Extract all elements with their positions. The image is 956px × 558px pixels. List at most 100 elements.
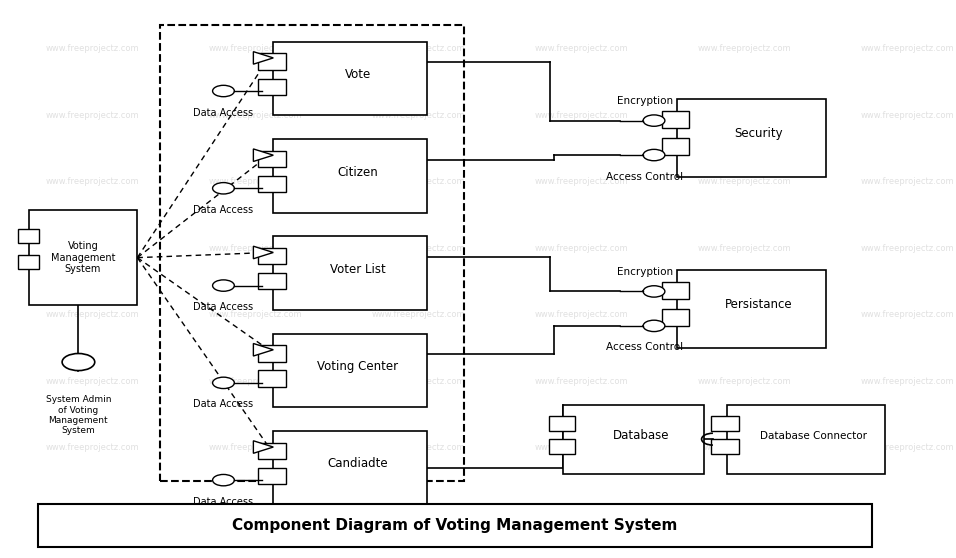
Polygon shape [253,246,273,259]
Text: Security: Security [734,127,783,141]
Text: Encryption: Encryption [617,267,673,277]
Text: www.freeprojectz.com: www.freeprojectz.com [534,377,628,386]
Text: Voter List: Voter List [330,263,386,276]
Bar [258,54,286,70]
Text: www.freeprojectz.com: www.freeprojectz.com [861,377,955,386]
Text: System Admin
of Voting
Management
System: System Admin of Voting Management System [46,395,111,435]
Bar [550,439,575,454]
Bar [662,138,688,155]
Text: Database Connector: Database Connector [760,431,867,441]
Text: www.freeprojectz.com: www.freeprojectz.com [208,310,302,319]
Bar [258,273,286,289]
Circle shape [643,115,664,126]
Circle shape [62,354,95,371]
Bar [677,99,826,177]
Text: www.freeprojectz.com: www.freeprojectz.com [372,244,466,253]
Text: Database: Database [613,429,669,442]
Text: www.freeprojectz.com: www.freeprojectz.com [534,244,628,253]
Bar [550,416,575,431]
Circle shape [212,280,234,291]
Text: www.freeprojectz.com: www.freeprojectz.com [698,111,792,120]
Text: www.freeprojectz.com: www.freeprojectz.com [861,111,955,120]
Bar [727,405,885,474]
Text: www.freeprojectz.com: www.freeprojectz.com [208,177,302,186]
Bar [160,25,464,480]
Bar [662,111,688,128]
Circle shape [212,377,234,388]
Bar [29,210,138,305]
Text: www.freeprojectz.com: www.freeprojectz.com [45,244,139,253]
Text: www.freeprojectz.com: www.freeprojectz.com [372,177,466,186]
Bar [273,334,427,407]
Text: www.freeprojectz.com: www.freeprojectz.com [861,310,955,319]
Text: www.freeprojectz.com: www.freeprojectz.com [45,177,139,186]
Text: Data Access: Data Access [193,302,253,312]
Bar [258,345,286,362]
Text: www.freeprojectz.com: www.freeprojectz.com [45,443,139,452]
Circle shape [212,182,234,194]
Text: Data Access: Data Access [193,400,253,410]
Text: Candiadte: Candiadte [328,458,388,470]
Text: www.freeprojectz.com: www.freeprojectz.com [698,310,792,319]
Bar [258,468,286,484]
Text: Data Access: Data Access [193,497,253,507]
Polygon shape [253,441,273,453]
Text: www.freeprojectz.com: www.freeprojectz.com [208,44,302,54]
Bar [258,176,286,192]
Bar [258,151,286,167]
Text: www.freeprojectz.com: www.freeprojectz.com [45,111,139,120]
Text: www.freeprojectz.com: www.freeprojectz.com [534,310,628,319]
Bar [273,236,427,310]
Text: Voting
Management
System: Voting Management System [51,241,116,274]
Bar [258,79,286,95]
Circle shape [643,286,664,297]
Text: www.freeprojectz.com: www.freeprojectz.com [372,310,466,319]
Text: Voting Center: Voting Center [317,360,399,373]
Bar [273,139,427,213]
Bar [258,442,286,459]
Text: www.freeprojectz.com: www.freeprojectz.com [45,377,139,386]
Text: www.freeprojectz.com: www.freeprojectz.com [372,377,466,386]
Bar [273,431,427,504]
Circle shape [643,320,664,331]
Text: www.freeprojectz.com: www.freeprojectz.com [208,244,302,253]
Text: www.freeprojectz.com: www.freeprojectz.com [698,44,792,54]
Polygon shape [253,344,273,356]
Text: www.freeprojectz.com: www.freeprojectz.com [698,443,792,452]
Text: www.freeprojectz.com: www.freeprojectz.com [861,443,955,452]
Text: Citizen: Citizen [337,166,379,179]
Bar [662,282,688,299]
Bar [563,405,704,474]
Circle shape [212,85,234,97]
Text: www.freeprojectz.com: www.freeprojectz.com [698,244,792,253]
Text: www.freeprojectz.com: www.freeprojectz.com [861,177,955,186]
Polygon shape [253,149,273,161]
Bar [662,309,688,326]
Text: www.freeprojectz.com: www.freeprojectz.com [861,244,955,253]
Text: Data Access: Data Access [193,205,253,215]
Bar [258,371,286,387]
Text: www.freeprojectz.com: www.freeprojectz.com [534,44,628,54]
Text: www.freeprojectz.com: www.freeprojectz.com [534,177,628,186]
Text: www.freeprojectz.com: www.freeprojectz.com [208,111,302,120]
Text: www.freeprojectz.com: www.freeprojectz.com [372,443,466,452]
Bar [258,248,286,264]
Text: www.freeprojectz.com: www.freeprojectz.com [861,44,955,54]
Text: www.freeprojectz.com: www.freeprojectz.com [372,111,466,120]
Text: Encryption: Encryption [617,97,673,107]
Bar [18,229,39,243]
Text: www.freeprojectz.com: www.freeprojectz.com [534,111,628,120]
Text: www.freeprojectz.com: www.freeprojectz.com [208,377,302,386]
Bar [711,439,739,454]
Circle shape [643,150,664,161]
Text: www.freeprojectz.com: www.freeprojectz.com [372,44,466,54]
Text: www.freeprojectz.com: www.freeprojectz.com [45,310,139,319]
Bar [273,42,427,116]
Bar [677,270,826,348]
Text: www.freeprojectz.com: www.freeprojectz.com [534,443,628,452]
Text: www.freeprojectz.com: www.freeprojectz.com [45,44,139,54]
Polygon shape [253,52,273,64]
Text: Data Access: Data Access [193,108,253,118]
Text: Component Diagram of Voting Management System: Component Diagram of Voting Management S… [232,518,677,533]
Text: www.freeprojectz.com: www.freeprojectz.com [208,443,302,452]
